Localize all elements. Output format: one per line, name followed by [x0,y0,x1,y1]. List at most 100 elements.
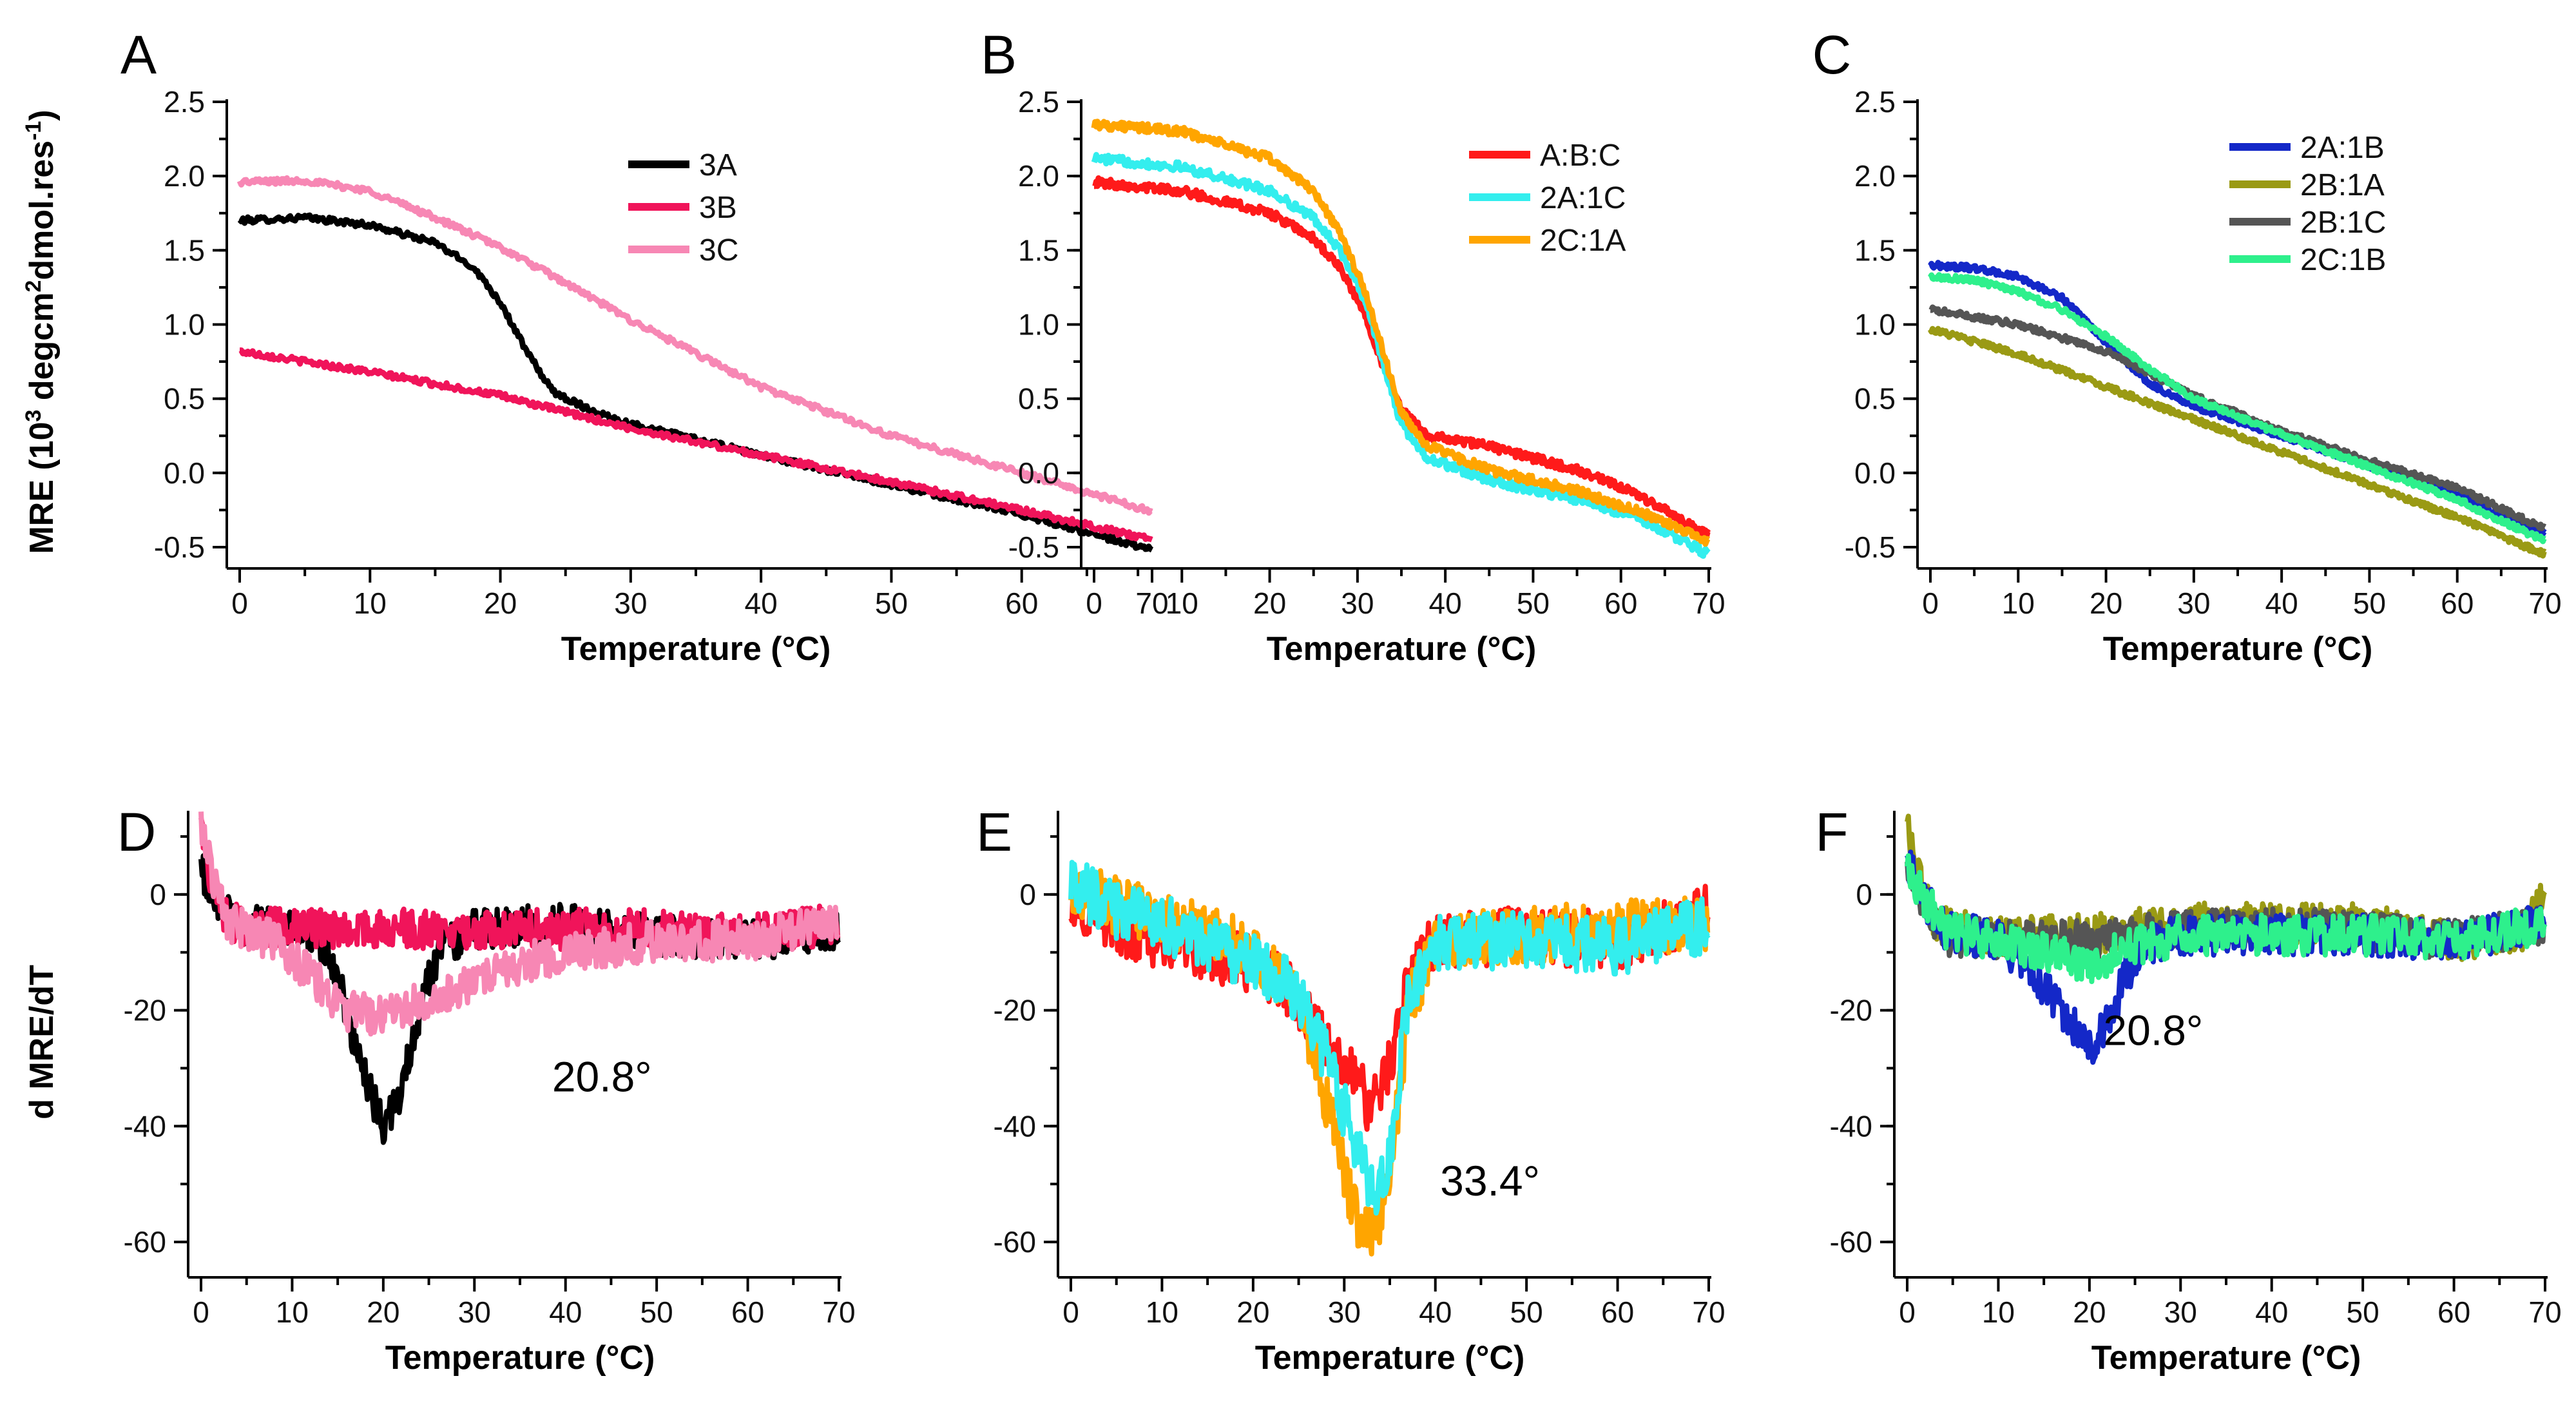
x-tick-label: 70 [1692,586,1725,620]
y-tick-label: 2.5 [164,85,205,119]
x-tick-label: 50 [640,1295,673,1329]
x-tick-label: 10 [1982,1295,2015,1329]
x-tick-label: 40 [1429,586,1462,620]
legend-label: 2B:1C [2300,206,2386,240]
x-axis-label: Temperature (°C) [1267,630,1537,668]
y-tick-label: -60 [1830,1225,1872,1259]
series-line-3c [236,175,1153,516]
x-axis-label: Temperature (°C) [385,1339,655,1377]
panel-letter: A [120,24,157,85]
y-tick-label: 0.0 [164,456,205,490]
series-line-2c-1b [1928,272,2547,545]
x-tick-label: 60 [2437,1295,2470,1329]
panel-letter: B [981,24,1017,85]
x-tick-label: 50 [2353,586,2386,620]
y-tick-label: -20 [124,994,166,1027]
legend-label: 2A:1B [2300,131,2385,165]
x-tick-label: 0 [1922,586,1939,620]
x-tick-label: 10 [1146,1295,1178,1329]
y-tick-label: -60 [124,1225,166,1259]
panel-letter: E [976,802,1012,862]
y-tick-label: 2.0 [164,159,205,193]
y-tick-label: 1.5 [164,233,205,267]
x-axis-label: Temperature (°C) [1255,1339,1525,1377]
peak-annotation: 33.4° [1440,1157,1540,1205]
x-tick-label: 70 [1692,1295,1725,1329]
x-tick-label: 20 [484,586,517,620]
x-tick-label: 70 [2528,586,2561,620]
x-tick-label: 60 [1601,1295,1634,1329]
x-tick-label: 10 [354,586,387,620]
y-tick-label: -60 [994,1225,1036,1259]
series-line-2b-1a [1927,325,2547,559]
x-tick-label: 0 [193,1295,209,1329]
x-tick-label: 40 [1419,1295,1452,1329]
legend-label: 3B [699,191,737,225]
x-tick-label: 70 [822,1295,855,1329]
x-tick-label: 0 [1062,1295,1079,1329]
y-tick-label: 2.0 [1854,159,1896,193]
panel-letter: C [1812,24,1852,85]
series-line-3a [198,853,841,1145]
x-tick-label: 0 [231,586,248,620]
y-tick-label: 0.5 [164,382,205,416]
x-tick-label: 10 [276,1295,309,1329]
peak-annotation: 20.8° [2103,1006,2203,1054]
x-tick-label: 40 [2265,586,2298,620]
legend-label: 3C [699,233,738,267]
y-tick-label: -20 [1830,994,1872,1027]
y-tick-label: 1.5 [1854,233,1896,267]
x-tick-label: 60 [731,1295,764,1329]
x-tick-label: 10 [2002,586,2035,620]
x-tick-label: 40 [745,586,778,620]
x-tick-label: 40 [2255,1295,2288,1329]
y-tick-label: 0 [1856,878,1872,911]
x-tick-label: 0 [1899,1295,1916,1329]
x-tick-label: 60 [2441,586,2474,620]
series-line-3b [238,347,1153,543]
x-tick-label: 30 [458,1295,491,1329]
y-tick-label: 2.0 [1018,159,1059,193]
y-tick-label: -40 [124,1109,166,1143]
x-tick-label: 20 [1253,586,1286,620]
x-tick-label: 10 [1166,586,1198,620]
legend-label: A:B:C [1540,139,1620,173]
x-tick-label: 50 [875,586,908,620]
series-line-2a-1c [1068,860,1711,1216]
x-tick-label: 20 [1236,1295,1269,1329]
legend-label: 3A [699,148,737,182]
y-tick-label: -40 [994,1109,1036,1143]
x-tick-label: 60 [1005,586,1038,620]
x-tick-label: 30 [1341,586,1374,620]
x-tick-label: 30 [2164,1295,2197,1329]
x-tick-label: 40 [549,1295,582,1329]
x-tick-label: 20 [367,1295,399,1329]
series-line-3c [198,811,841,1037]
y-axis-label: d MRE/dT [23,965,61,1119]
x-axis-label: Temperature (°C) [561,630,831,668]
x-tick-label: 50 [1517,586,1550,620]
x-tick-label: 50 [2347,1295,2379,1329]
y-tick-label: -40 [1830,1109,1872,1143]
y-tick-label: 2.5 [1854,85,1896,119]
y-tick-label: 1.0 [1018,307,1059,341]
y-tick-label: 2.5 [1018,85,1059,119]
legend-label: 2C:1B [2300,243,2386,277]
y-tick-label: 1.5 [1018,233,1059,267]
y-tick-label: 1.0 [164,307,205,341]
x-tick-label: 20 [2073,1295,2106,1329]
legend-label: 2C:1A [1540,224,1626,258]
legend-label: 2A:1C [1540,181,1626,215]
y-tick-label: -20 [994,994,1036,1027]
y-tick-label: 0.5 [1854,382,1896,416]
x-tick-label: 30 [2177,586,2210,620]
panel-c: C 0 10 20 30 40 50 60 70 -0.5 0.0 0.5 1.0 1.5 2.0 2.5 Te… [1812,24,2562,668]
panel-letter: F [1815,802,1848,862]
y-tick-label: 0.0 [1854,456,1896,490]
x-tick-label: 30 [1328,1295,1361,1329]
x-tick-label: 70 [2528,1295,2561,1329]
x-axis-label: Temperature (°C) [2103,630,2373,668]
